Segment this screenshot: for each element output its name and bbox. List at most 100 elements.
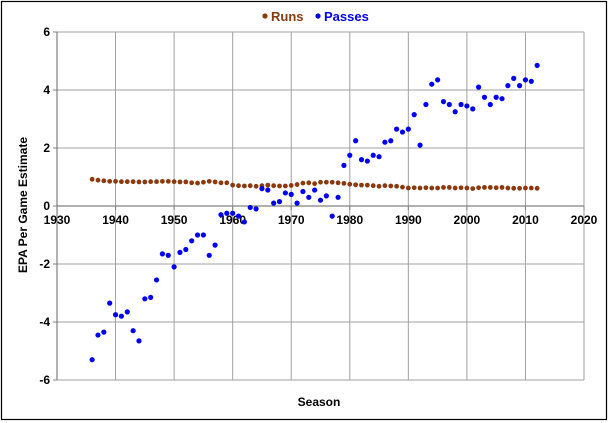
passes-point [300, 188, 306, 195]
runs-point [236, 183, 241, 189]
runs-point [499, 185, 505, 190]
runs-point [160, 178, 165, 184]
runs-point [218, 180, 224, 186]
runs-point [306, 180, 312, 186]
y-tick-label: -2 [39, 257, 50, 271]
runs-point [282, 183, 288, 189]
passes-point [212, 242, 218, 248]
runs-point [464, 185, 470, 191]
runs-point [470, 186, 476, 192]
runs-point [271, 183, 277, 189]
passes-point [130, 328, 136, 334]
runs-point [107, 178, 113, 184]
runs-point [200, 179, 206, 185]
passes-point [142, 296, 148, 302]
passes-point [124, 309, 130, 315]
passes-point [487, 101, 493, 108]
runs-point [212, 179, 218, 185]
passes-point [423, 101, 429, 108]
runs-point [148, 179, 154, 185]
passes-point [522, 77, 529, 83]
legend-label-runs: Runs [271, 9, 304, 24]
runs-point [411, 185, 417, 191]
passes-point [183, 246, 189, 253]
passes-point [317, 197, 324, 203]
runs-point [206, 178, 212, 184]
runs-point [353, 182, 359, 188]
legend: Runs Passes [262, 9, 369, 24]
passes-point [370, 152, 376, 158]
runs-point [329, 179, 335, 185]
runs-point [247, 183, 253, 189]
passes-point [411, 112, 417, 118]
passes-point [171, 264, 177, 270]
x-tick-label: 1970 [278, 213, 305, 227]
passes-point [118, 313, 125, 319]
x-tick-label: 2010 [512, 213, 539, 227]
passes-point [511, 75, 517, 81]
runs-point [312, 181, 318, 187]
y-axis-title: EPA Per Game Estimate [16, 137, 30, 273]
x-tick-label: 2020 [571, 213, 598, 227]
y-tick-label: -4 [39, 315, 50, 329]
runs-point [435, 185, 441, 191]
passes-point [276, 199, 283, 205]
passes-point [112, 312, 119, 318]
legend-label-passes: Passes [324, 9, 369, 24]
passes-point [177, 249, 183, 255]
runs-point [177, 179, 183, 185]
passes-point [136, 338, 142, 344]
passes-point [376, 154, 382, 160]
runs-point [113, 178, 118, 184]
passes-point [165, 252, 171, 258]
data-series [89, 62, 540, 363]
passes-point [446, 101, 452, 108]
runs-point [224, 180, 230, 186]
x-tick-label: 1980 [336, 213, 363, 227]
x-tick-label: 1990 [395, 213, 422, 227]
passes-point [481, 94, 488, 100]
runs-point [183, 179, 189, 185]
runs-point [523, 185, 528, 191]
passes-point [388, 138, 394, 144]
passes-point [271, 200, 277, 206]
y-tick-label: 6 [43, 25, 50, 39]
runs-point [89, 176, 95, 182]
runs-point [154, 179, 159, 185]
x-tick-label: 1930 [44, 213, 71, 227]
passes-point [335, 194, 341, 200]
passes-point [148, 294, 154, 300]
passes-point [312, 187, 318, 193]
passes-point [499, 96, 505, 102]
passes-point [417, 142, 423, 148]
x-tick-label: 1940 [102, 213, 129, 227]
runs-point [142, 179, 148, 185]
runs-point [364, 182, 370, 188]
x-axis-title: Season [298, 395, 341, 409]
runs-point [405, 185, 411, 191]
runs-point [265, 182, 271, 188]
runs-point [241, 183, 247, 189]
x-tick-label: 1950 [161, 213, 188, 227]
runs-point [253, 183, 259, 189]
passes-point [429, 81, 435, 87]
passes-point [224, 210, 230, 216]
runs-point [101, 178, 107, 184]
runs-point [189, 180, 195, 186]
runs-point [441, 185, 446, 190]
runs-point [382, 183, 388, 189]
runs-point [446, 185, 452, 190]
passes-point [323, 193, 329, 199]
runs-point [458, 185, 464, 191]
passes-point [306, 194, 312, 200]
passes-point [89, 357, 95, 363]
passes-point [218, 212, 224, 218]
passes-point [534, 62, 540, 68]
runs-point [517, 185, 522, 191]
runs-point [429, 185, 435, 191]
legend-marker-runs [262, 13, 268, 19]
passes-point [230, 210, 236, 216]
passes-point [364, 158, 370, 164]
passes-point [394, 126, 400, 132]
